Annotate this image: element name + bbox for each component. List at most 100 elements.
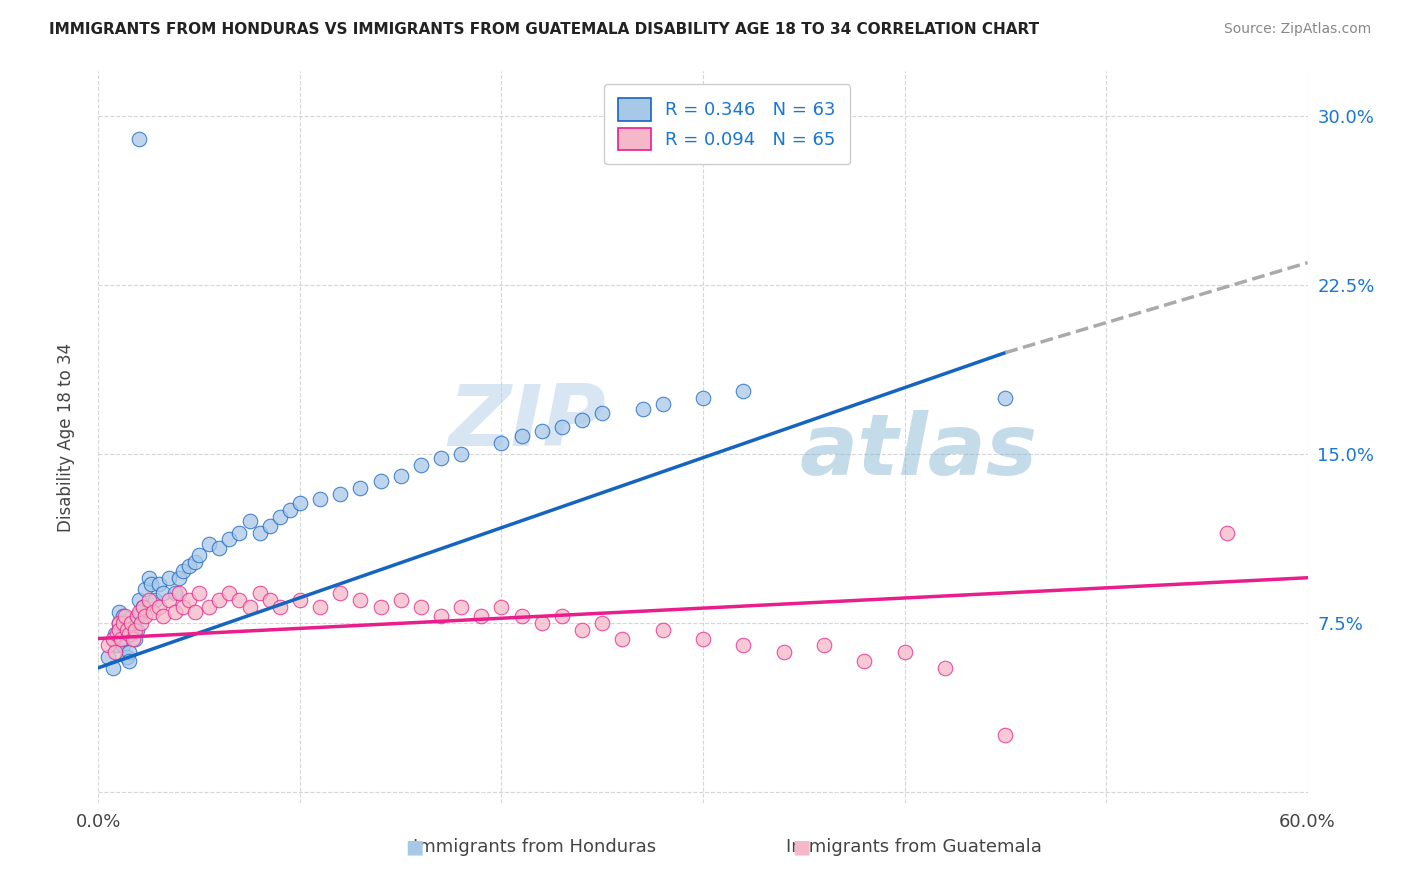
Point [107, 615, 129, 630]
Point [118, 654, 141, 668]
Point [591, 615, 613, 630]
Point [198, 599, 221, 614]
Point [184, 555, 207, 569]
Point [152, 586, 174, 600]
Point [128, 609, 150, 624]
Point [389, 593, 412, 607]
Point [269, 599, 291, 614]
Point [114, 632, 136, 646]
Point [143, 593, 166, 607]
Point [107, 605, 129, 619]
Point [111, 615, 134, 630]
Point [409, 599, 432, 614]
Point [530, 425, 553, 439]
Point [110, 632, 132, 646]
Point [772, 645, 794, 659]
Point [134, 582, 156, 596]
Text: atlas: atlas [800, 410, 1038, 493]
Point [105, 627, 128, 641]
Point [120, 615, 142, 630]
Point [218, 586, 240, 600]
Point [309, 599, 332, 614]
Point [571, 623, 593, 637]
Point [692, 632, 714, 646]
Point [103, 627, 125, 641]
Point [118, 645, 141, 659]
Point [208, 541, 231, 556]
Point [329, 586, 352, 600]
Point [115, 623, 138, 637]
Text: Source: ZipAtlas.com: Source: ZipAtlas.com [1223, 22, 1371, 37]
Point [450, 447, 472, 461]
Point [124, 623, 146, 637]
Point [430, 451, 453, 466]
Point [129, 615, 152, 630]
Point [389, 469, 412, 483]
Text: Immigrants from Guatemala: Immigrants from Guatemala [786, 838, 1042, 856]
Point [893, 645, 915, 659]
Point [651, 397, 673, 411]
Point [115, 649, 138, 664]
Point [249, 525, 271, 540]
Point [157, 571, 180, 585]
Point [188, 586, 211, 600]
Point [101, 661, 124, 675]
Point [934, 661, 956, 675]
Point [370, 599, 392, 614]
Point [184, 605, 207, 619]
Point [134, 609, 156, 624]
Point [167, 571, 190, 585]
Point [491, 435, 513, 450]
Point [121, 615, 143, 630]
Point [329, 487, 352, 501]
Point [148, 599, 170, 614]
Point [349, 593, 371, 607]
Point [470, 609, 492, 624]
Point [124, 632, 146, 646]
Point [157, 593, 180, 607]
Point [125, 609, 148, 624]
Point [249, 586, 271, 600]
Point [110, 623, 132, 637]
Point [107, 623, 129, 637]
Point [239, 599, 262, 614]
Point [152, 609, 174, 624]
Point [118, 627, 141, 641]
Point [128, 132, 150, 146]
Point [132, 599, 155, 614]
Point [105, 638, 128, 652]
Point [269, 510, 291, 524]
Point [138, 593, 160, 607]
Point [733, 638, 755, 652]
Point [172, 599, 194, 614]
Point [288, 593, 311, 607]
Point [172, 564, 194, 578]
Point [450, 599, 472, 614]
Point [97, 638, 120, 652]
Point [179, 559, 201, 574]
Point [208, 593, 231, 607]
Point [491, 599, 513, 614]
Point [571, 413, 593, 427]
Point [591, 407, 613, 421]
Text: ■: ■ [792, 838, 811, 856]
Point [132, 599, 155, 614]
Point [259, 519, 281, 533]
Point [612, 632, 634, 646]
Point [218, 533, 240, 547]
Point [813, 638, 835, 652]
Point [101, 632, 124, 646]
Point [309, 491, 332, 506]
Point [128, 605, 150, 619]
Text: Immigrants from Honduras: Immigrants from Honduras [413, 838, 655, 856]
Point [551, 609, 574, 624]
Point [111, 609, 134, 624]
Point [692, 391, 714, 405]
Point [179, 593, 201, 607]
Point [994, 728, 1017, 742]
Point [121, 632, 143, 646]
Text: ZIP: ZIP [449, 381, 606, 464]
Point [370, 474, 392, 488]
Point [510, 609, 533, 624]
Point [853, 654, 876, 668]
